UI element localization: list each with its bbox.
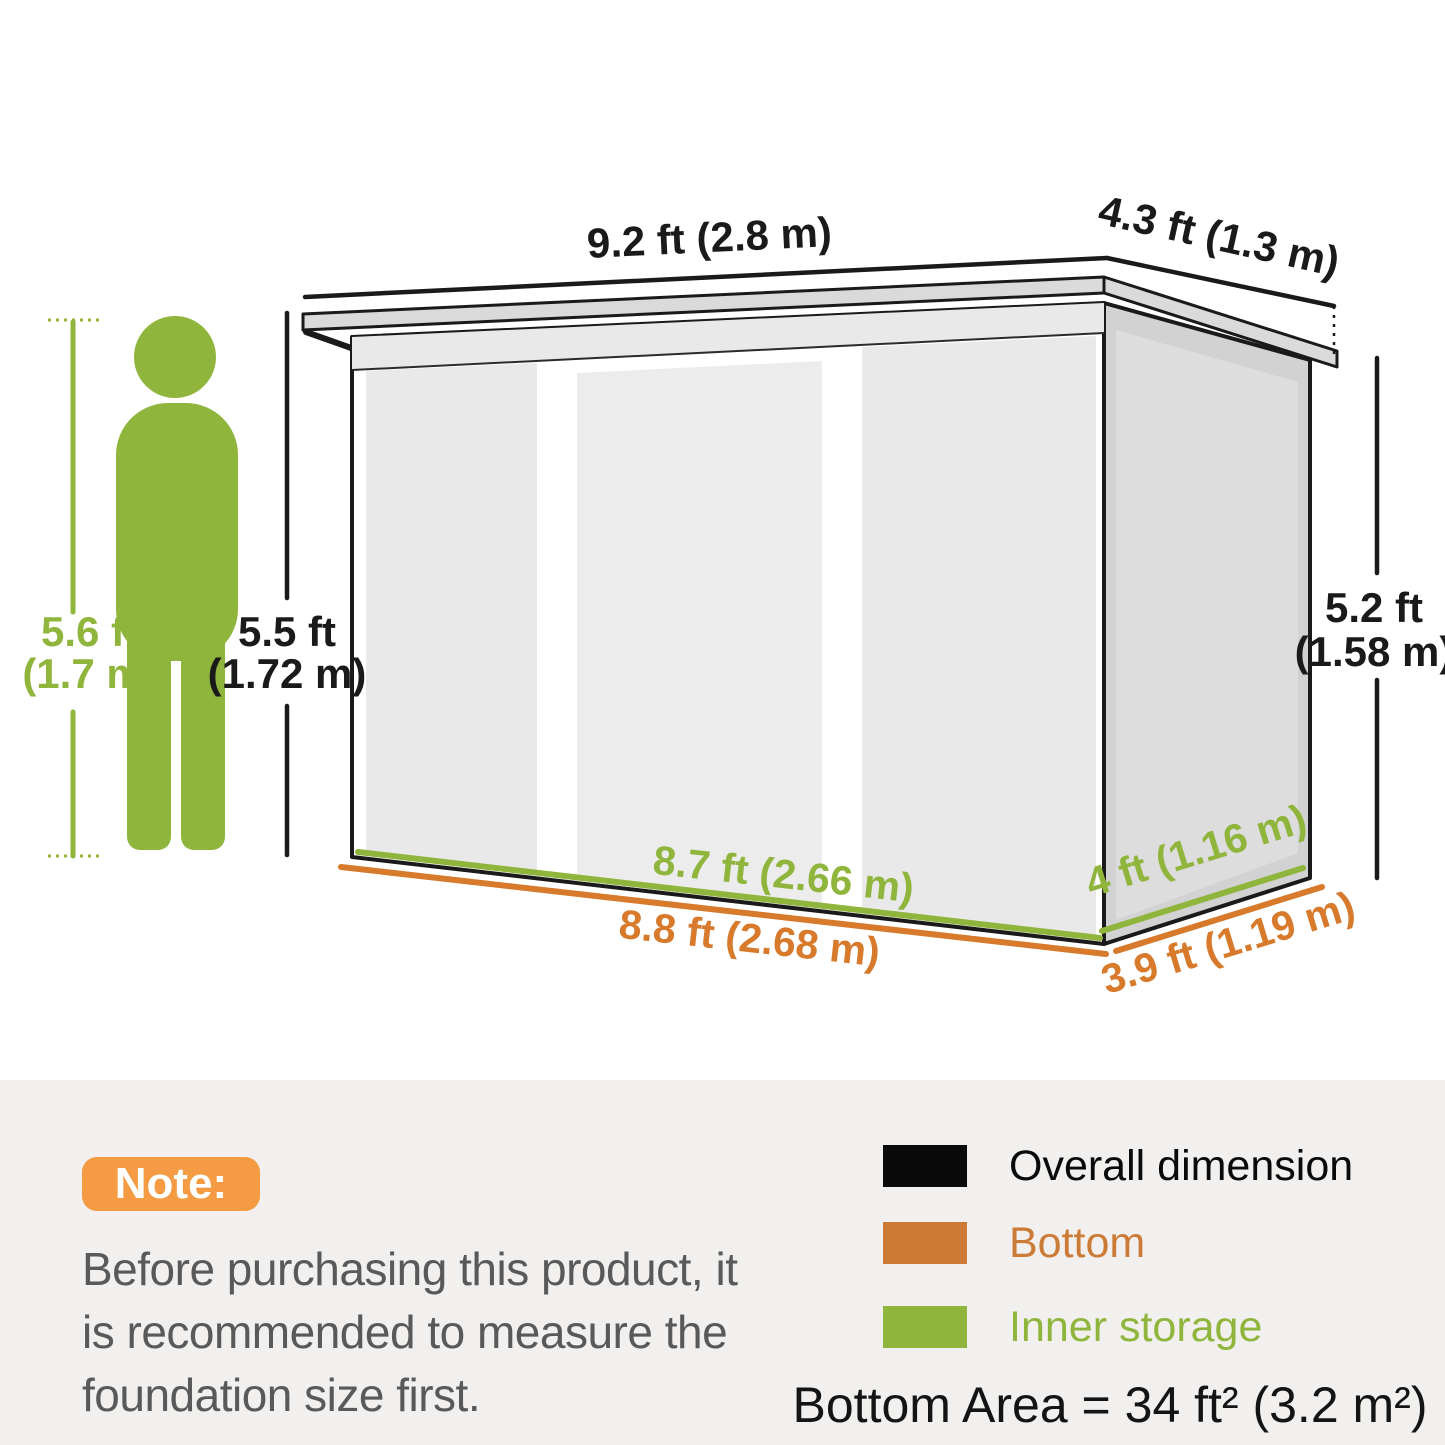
roof-right-fascia xyxy=(1102,275,1339,369)
shed-diagram: 9.2 ft (2.8 m) 4.3 ft (1.3 m) 5.5 ft (1.… xyxy=(22,186,1445,1003)
bottom-swatch xyxy=(883,1222,967,1264)
note-line: is recommended to measure the xyxy=(82,1306,728,1358)
legend: Overall dimension Bottom Inner storage xyxy=(883,1141,1354,1382)
person-head xyxy=(134,316,216,398)
person-torso xyxy=(116,403,238,661)
inner-storage-swatch xyxy=(883,1306,967,1348)
front-wall-top-band xyxy=(352,303,1104,370)
person-right-leg xyxy=(181,597,225,850)
legend-item-overall: Overall dimension xyxy=(883,1141,1354,1190)
legend-label-overall: Overall dimension xyxy=(1009,1141,1354,1190)
legend-item-inner-storage: Inner storage xyxy=(883,1302,1353,1351)
bottom-depth-line xyxy=(1113,884,1325,954)
front-wall-trim-line xyxy=(351,332,1105,371)
top-depth-label: 4.3 ft (1.3 m) xyxy=(1094,186,1343,285)
inner-width-line xyxy=(355,849,1103,941)
legend-item-bottom: Bottom xyxy=(883,1218,1353,1267)
overall-dimension-swatch xyxy=(883,1145,967,1187)
note-line: Before purchasing this product, it xyxy=(82,1243,738,1295)
top-depth-dim-line xyxy=(1104,255,1337,309)
right-height-label-ft: 5.2 ft xyxy=(1325,584,1423,631)
shed-side-wall-panel xyxy=(1116,330,1298,920)
inner-depth-line xyxy=(1099,865,1306,934)
info-section: Note: Before purchasing this product, it… xyxy=(0,1080,1445,1445)
front-wall-left-panel xyxy=(366,363,537,870)
note-line: foundation size first. xyxy=(82,1369,481,1421)
legend-label-inner-storage: Inner storage xyxy=(1009,1302,1263,1351)
legend-label-bottom: Bottom xyxy=(1009,1218,1146,1267)
person-left-leg xyxy=(127,597,171,850)
note-badge: Note: xyxy=(82,1157,260,1211)
person-figure xyxy=(116,316,238,850)
bottom-width-line xyxy=(338,864,1109,957)
top-width-label: 9.2 ft (2.8 m) xyxy=(586,208,833,267)
roof-left-eave-edge xyxy=(303,329,357,352)
front-wall-right-panel xyxy=(862,336,1096,935)
shed-door xyxy=(577,361,822,909)
bottom-area-text: Bottom Area = 34 ft² (3.2 m²) xyxy=(792,1377,1428,1433)
person-height-label-ft: 5.6 ft xyxy=(41,608,139,655)
note-text: Before purchasing this product, it is re… xyxy=(82,1238,738,1427)
wall-height-label-m: (1.72 m) xyxy=(208,650,367,697)
wall-height-label-ft: 5.5 ft xyxy=(238,608,336,655)
person-height-label-m: (1.7 m) xyxy=(22,650,157,697)
note-badge-label: Note: xyxy=(114,1159,228,1208)
top-width-dim-line xyxy=(302,255,1110,300)
right-height-label-m: (1.58 m) xyxy=(1295,628,1445,675)
